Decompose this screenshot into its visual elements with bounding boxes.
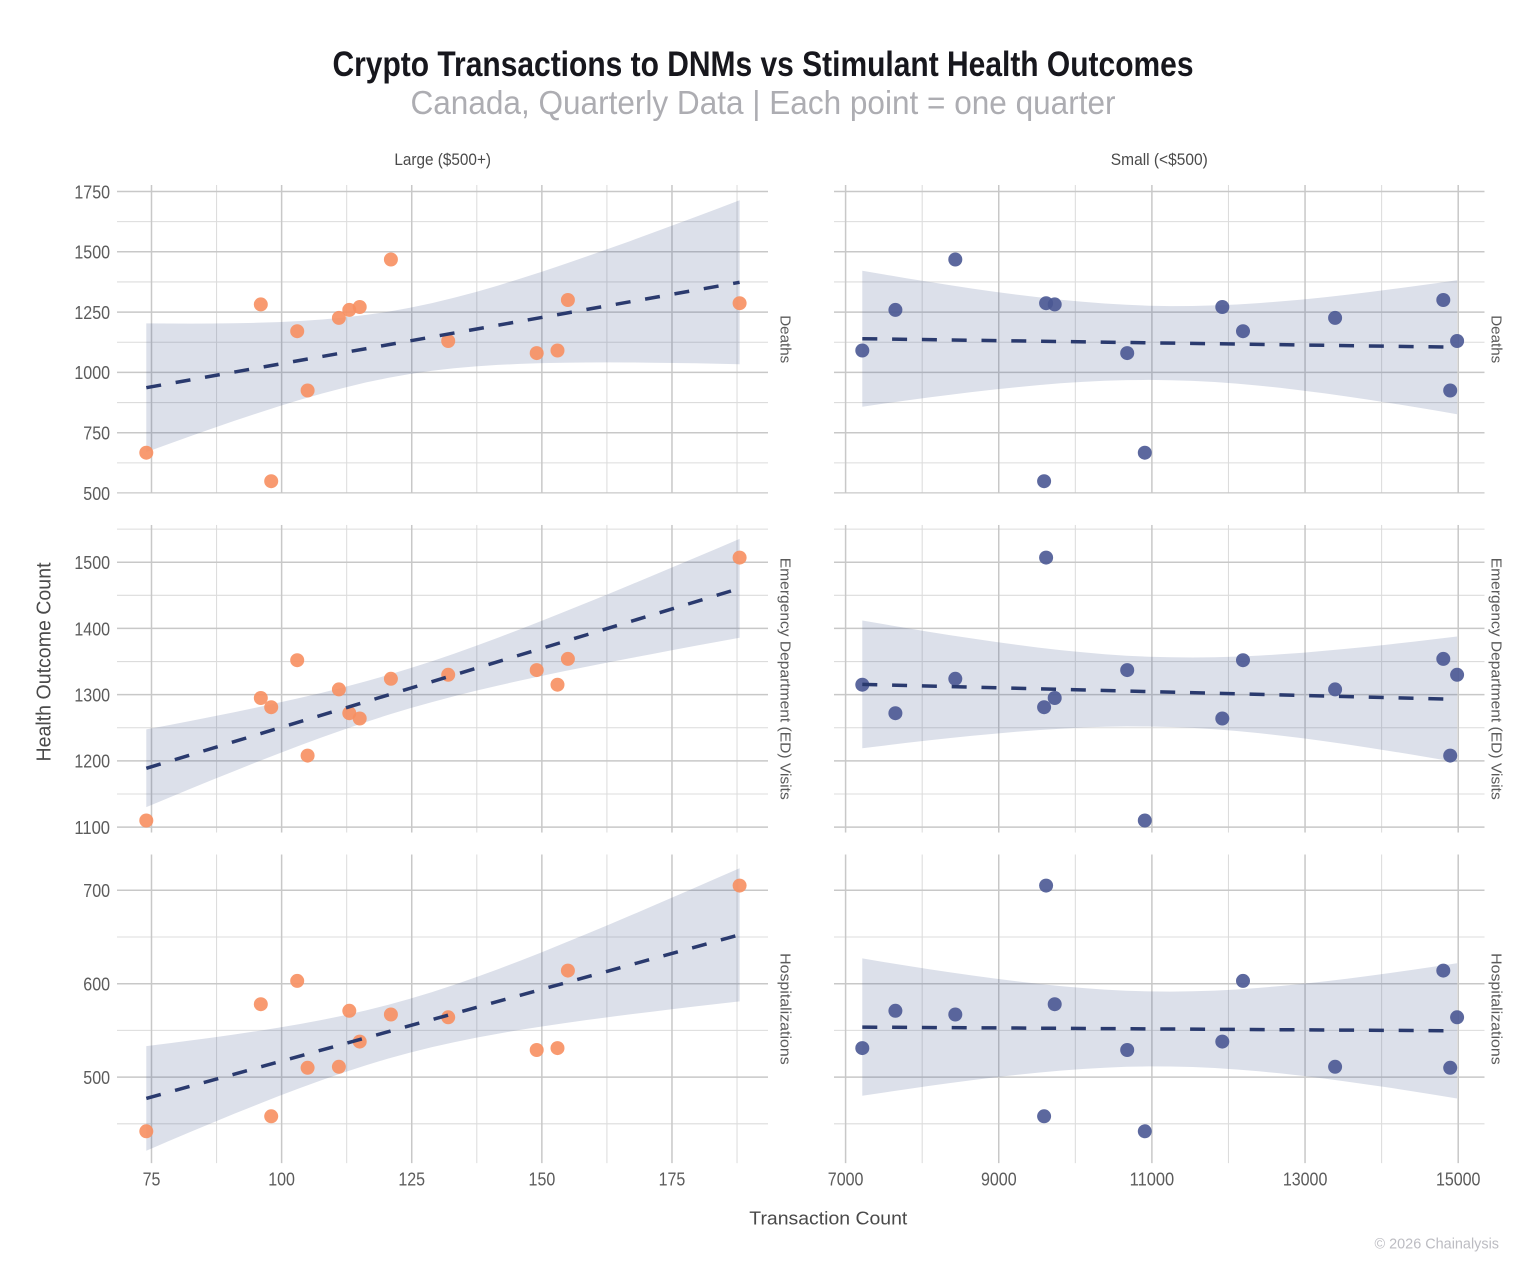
svg-text:Canada, Quarterly Data | Each: Canada, Quarterly Data | Each point = on… <box>411 84 1116 121</box>
svg-text:9000: 9000 <box>981 1169 1017 1190</box>
svg-text:1250: 1250 <box>74 302 110 323</box>
svg-text:75: 75 <box>143 1169 161 1190</box>
svg-text:1750: 1750 <box>74 181 110 202</box>
svg-text:1300: 1300 <box>74 685 110 706</box>
svg-text:1200: 1200 <box>74 751 110 772</box>
svg-text:100: 100 <box>268 1169 295 1190</box>
svg-text:Large ($500+): Large ($500+) <box>394 150 491 169</box>
svg-text:7000: 7000 <box>828 1169 864 1190</box>
svg-text:150: 150 <box>529 1169 556 1190</box>
svg-text:15000: 15000 <box>1436 1169 1481 1190</box>
svg-text:600: 600 <box>83 974 110 995</box>
svg-text:Transaction Count: Transaction Count <box>749 1207 907 1228</box>
svg-text:175: 175 <box>659 1169 686 1190</box>
svg-text:Crypto Transactions to DNMs vs: Crypto Transactions to DNMs vs Stimulant… <box>333 45 1194 84</box>
svg-text:Emergency Department (ED) Visi: Emergency Department (ED) Visits <box>1488 558 1505 800</box>
svg-text:Emergency Department (ED) Visi: Emergency Department (ED) Visits <box>777 558 794 800</box>
svg-text:Small (<$500): Small (<$500) <box>1111 150 1208 169</box>
svg-text:11000: 11000 <box>1130 1169 1175 1190</box>
svg-text:700: 700 <box>83 880 110 901</box>
svg-text:500: 500 <box>83 483 110 504</box>
svg-text:Deaths: Deaths <box>1488 315 1505 363</box>
svg-text:Hospitalizations: Hospitalizations <box>777 953 794 1065</box>
svg-text:13000: 13000 <box>1283 1169 1328 1190</box>
svg-text:1400: 1400 <box>74 618 110 639</box>
svg-text:Health Outcome Count: Health Outcome Count <box>32 562 55 761</box>
svg-text:750: 750 <box>83 423 110 444</box>
svg-text:© 2026 Chainalysis: © 2026 Chainalysis <box>1375 1236 1500 1252</box>
svg-text:Deaths: Deaths <box>777 315 794 363</box>
svg-text:1500: 1500 <box>74 242 110 263</box>
svg-text:125: 125 <box>398 1169 425 1190</box>
svg-text:Hospitalizations: Hospitalizations <box>1488 953 1505 1065</box>
svg-text:1500: 1500 <box>74 552 110 573</box>
svg-text:1100: 1100 <box>74 817 110 838</box>
svg-text:1000: 1000 <box>74 362 110 383</box>
svg-text:500: 500 <box>83 1067 110 1088</box>
